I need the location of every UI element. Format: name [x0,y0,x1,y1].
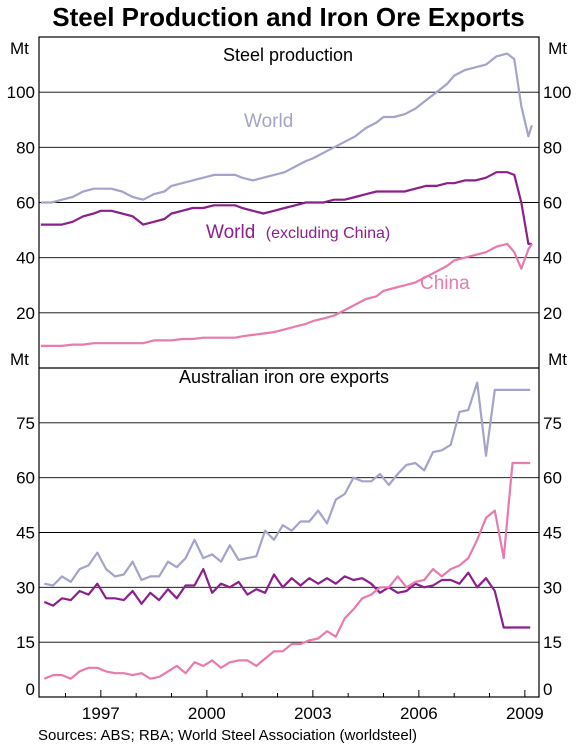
bottom-y-tick-right-45: 45 [543,524,562,543]
x-tick-label-2006: 2006 [400,704,438,723]
bottom-series-aus_pink [43,461,531,680]
top-left-unit-label: Mt [10,39,29,58]
bottom-y-tick-left-0: 0 [26,680,35,699]
top-y-tick-right-100: 100 [543,83,571,102]
bottom-panel-gridlines [39,422,539,643]
top-y-tick-left-20: 20 [16,304,35,323]
top-panel-series [40,52,533,347]
top-y-tick-right-20: 20 [543,304,562,323]
bottom-series-aus_grey [44,381,531,587]
bottom-series-aus_purple [43,567,531,629]
bottom-y-tick-right-75: 75 [543,414,562,433]
bottom-y-tick-left-60: 60 [16,469,35,488]
top-panel-gridlines [39,91,539,314]
bottom-y-tick-right-0: 0 [543,680,552,699]
page-title: Steel Production and Iron Ore Exports [52,2,525,32]
bottom-y-tick-left-45: 45 [16,524,35,543]
series-label-world-ex-china: World (excluding China) [206,222,390,243]
series-label-china: China [420,273,470,294]
bottom-y-tick-right-30: 30 [543,578,562,597]
top-y-tick-left-80: 80 [16,138,35,157]
top-y-tick-right-60: 60 [543,194,562,213]
chart-frame [38,36,540,698]
plot-frame [38,36,540,698]
bottom-y-tick-left-75: 75 [16,414,35,433]
top-series-world_ex_china [40,171,532,245]
series-label-world-ex-china-note: (excluding China) [266,225,391,242]
x-tick-label-2009: 2009 [506,704,544,723]
top-y-tick-left-40: 40 [16,249,35,268]
x-tick-label-2000: 2000 [188,704,226,723]
top-y-tick-left-100: 100 [7,83,35,102]
top-series-world [40,52,533,204]
bottom-right-unit-label: Mt [548,350,567,369]
x-tick-label-1997: 1997 [82,704,120,723]
bottom-panel-title: Australian iron ore exports [179,367,389,387]
bottom-y-tick-right-15: 15 [543,633,562,652]
top-y-tick-right-80: 80 [543,138,562,157]
top-panel-title: Steel production [223,45,353,65]
bottom-y-tick-left-30: 30 [16,578,35,597]
top-y-tick-left-60: 60 [16,194,35,213]
x-tick-labels: 1997 2000 2003 2006 2009 [82,704,544,723]
bottom-panel-series [43,381,531,680]
x-tick-label-2003: 2003 [294,704,332,723]
top-series-china [40,242,533,347]
source-note: Sources: ABS; RBA; World Steel Associati… [38,727,418,744]
bottom-y-tick-right-60: 60 [543,469,562,488]
bottom-left-unit-label: Mt [10,350,29,369]
bottom-y-tick-left-15: 15 [16,633,35,652]
y-tick-labels: 20 20 40 40 60 60 80 80 100 100 0 0 15 15 30 30 45 45 60 60… [7,83,572,699]
top-y-tick-right-40: 40 [543,249,562,268]
series-label-world-ex-china-main: World [206,222,255,243]
top-right-unit-label: Mt [548,39,567,58]
series-label-world: World [244,111,293,132]
